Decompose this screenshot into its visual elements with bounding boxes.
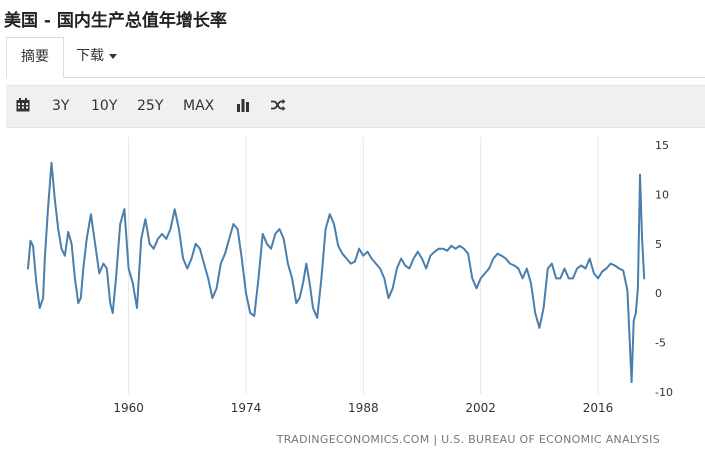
page-title: 美国 - 国内生产总值年增长率 (4, 11, 227, 31)
y-tick-label: 0 (655, 287, 662, 300)
y-tick-label: 15 (655, 139, 669, 152)
bar-chart-icon (237, 98, 249, 112)
caret-down-icon (109, 53, 117, 59)
x-tick-label: 1960 (113, 401, 144, 415)
calendar-icon (16, 97, 30, 111)
range-3y-button[interactable]: 3Y (52, 98, 70, 114)
range-10y-button[interactable]: 10Y (91, 98, 118, 114)
x-tick-label: 2002 (465, 401, 496, 415)
tab-download-label: 下载 (76, 48, 104, 64)
title-bar: 美国 - 国内生产总值年增长率 (0, 0, 705, 36)
range-max-button[interactable]: MAX (183, 98, 215, 114)
tab-bar: 摘要 下载 (6, 37, 705, 78)
x-tick-label: 2016 (583, 401, 614, 415)
x-tick-label: 1988 (348, 401, 379, 415)
chart-toolbar: 3Y 10Y 25Y MAX (6, 85, 705, 128)
compare-button[interactable] (270, 86, 286, 127)
gdp-growth-chart: 1960 1974 1988 2002 2016 15 10 5 0 -5 -10 (27, 137, 673, 415)
tab-summary-label: 摘要 (21, 49, 49, 65)
chart-type-button[interactable] (236, 86, 250, 127)
chart-area: 1960 1974 1988 2002 2016 15 10 5 0 -5 -10 TRADINGE… (0, 127, 705, 458)
y-tick-label: 10 (655, 188, 669, 201)
x-tick-label: 1974 (231, 401, 262, 415)
tab-summary[interactable]: 摘要 (6, 37, 64, 78)
range-25y-button[interactable]: 25Y (137, 98, 164, 114)
y-tick-label: -5 (655, 337, 666, 350)
source-attribution: TRADINGECONOMICS.COM | U.S. BUREAU OF EC… (276, 433, 660, 446)
series-line (27, 161, 646, 384)
y-tick-label: 5 (655, 238, 662, 251)
shuffle-icon (271, 98, 286, 111)
calendar-button[interactable] (16, 86, 30, 127)
y-tick-label: -10 (655, 386, 673, 399)
tab-download[interactable]: 下载 (62, 37, 131, 76)
